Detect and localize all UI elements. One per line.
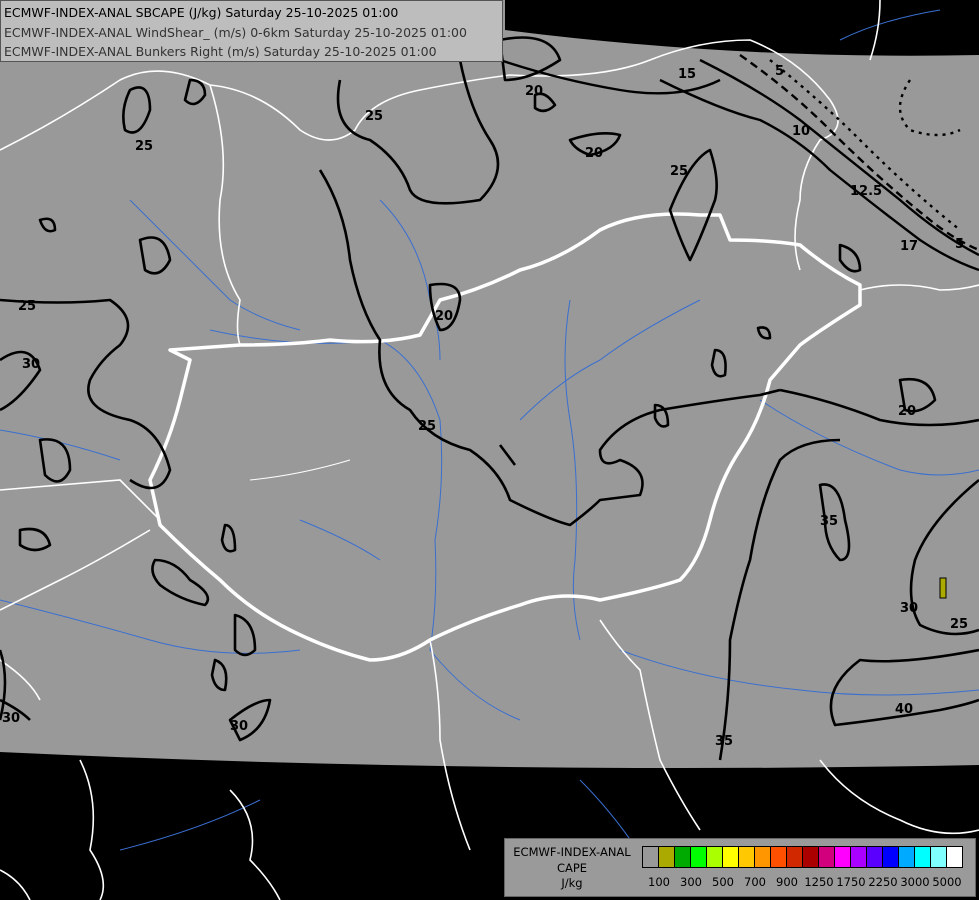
legend-tick-label: 1750 [836, 875, 866, 889]
contour-label: 30 [2, 711, 20, 726]
legend-tick-label: 500 [712, 875, 734, 889]
contour-label: 35 [715, 734, 733, 749]
contour-labels: 25 25 25 20 20 20 15 5 10 12.5 17 5 25 3… [2, 64, 968, 749]
legend-tick-label: 5000 [932, 875, 962, 889]
contour-label: 20 [898, 404, 916, 419]
contour-label: 30 [22, 357, 40, 372]
legend-swatch [659, 847, 675, 867]
title-line-sbcape: ECMWF-INDEX-ANAL SBCAPE (J/kg) Saturday … [4, 5, 399, 20]
legend-swatch [691, 847, 707, 867]
contour-label: 40 [895, 702, 913, 717]
legend-swatch [819, 847, 835, 867]
contour-label: 10 [792, 124, 810, 139]
legend-swatch [787, 847, 803, 867]
legend-swatch [867, 847, 883, 867]
legend-swatch [643, 847, 659, 867]
legend-color-scale [642, 846, 963, 868]
legend-tick-label: 2250 [868, 875, 898, 889]
contour-label: 5 [955, 237, 964, 252]
legend-swatch [675, 847, 691, 867]
cape-patch [939, 577, 947, 599]
contour-label: 25 [18, 299, 36, 314]
data-domain-area [0, 0, 979, 769]
legend-swatch [931, 847, 947, 867]
contour-label: 20 [435, 309, 453, 324]
legend-title-variable: CAPE [556, 860, 588, 875]
bunkers-contours [499, 54, 979, 272]
contour-label: 30 [230, 719, 248, 734]
legend-swatch [739, 847, 755, 867]
legend-swatch [755, 847, 771, 867]
legend-swatch [899, 847, 915, 867]
contour-label: 25 [365, 109, 383, 124]
legend-swatch [723, 847, 739, 867]
contour-label: 17 [900, 239, 918, 254]
legend-tick-label: 100 [648, 875, 670, 889]
legend-tick-label: 1250 [804, 875, 834, 889]
legend-title-source: ECMWF-INDEX-ANAL [513, 845, 631, 859]
contour-label: 15 [678, 67, 696, 82]
contour-label: 20 [525, 84, 543, 99]
contour-label: 25 [670, 164, 688, 179]
contour-label: 30 [900, 601, 918, 616]
contour-label: 5 [775, 64, 784, 79]
legend-swatch [883, 847, 899, 867]
contour-label: 25 [418, 419, 436, 434]
legend-swatch [707, 847, 723, 867]
legend-tick-label: 700 [744, 875, 766, 889]
legend-tick-label: 300 [680, 875, 702, 889]
legend-swatch [851, 847, 867, 867]
legend-tick-label: 900 [776, 875, 798, 889]
highlighted-country-border [148, 212, 862, 662]
legend-swatch [947, 847, 962, 867]
legend-tick-label: 3000 [900, 875, 930, 889]
legend-unit: J/kg [561, 876, 583, 890]
contour-label: 35 [820, 514, 838, 529]
map-title-box: ECMWF-INDEX-ANAL SBCAPE (J/kg) Saturday … [0, 0, 503, 62]
legend-swatch [771, 847, 787, 867]
legend-swatch [915, 847, 931, 867]
contour-label: 20 [585, 146, 603, 161]
legend-swatch [803, 847, 819, 867]
title-line-windshear: ECMWF-INDEX-ANAL WindShear_ (m/s) 0-6km … [4, 24, 467, 40]
legend-title: ECMWF-INDEX-ANAL CAPE J/kg [509, 845, 635, 892]
wind-shear-contours [0, 0, 979, 760]
contour-label: 25 [135, 139, 153, 154]
title-line-bunkers: ECMWF-INDEX-ANAL Bunkers Right (m/s) Sat… [4, 44, 437, 59]
contour-label: 25 [950, 617, 968, 632]
cape-legend: ECMWF-INDEX-ANAL CAPE J/kg 100 300 500 700 9… [504, 838, 976, 897]
contour-label: 12.5 [850, 184, 882, 199]
legend-swatch [835, 847, 851, 867]
